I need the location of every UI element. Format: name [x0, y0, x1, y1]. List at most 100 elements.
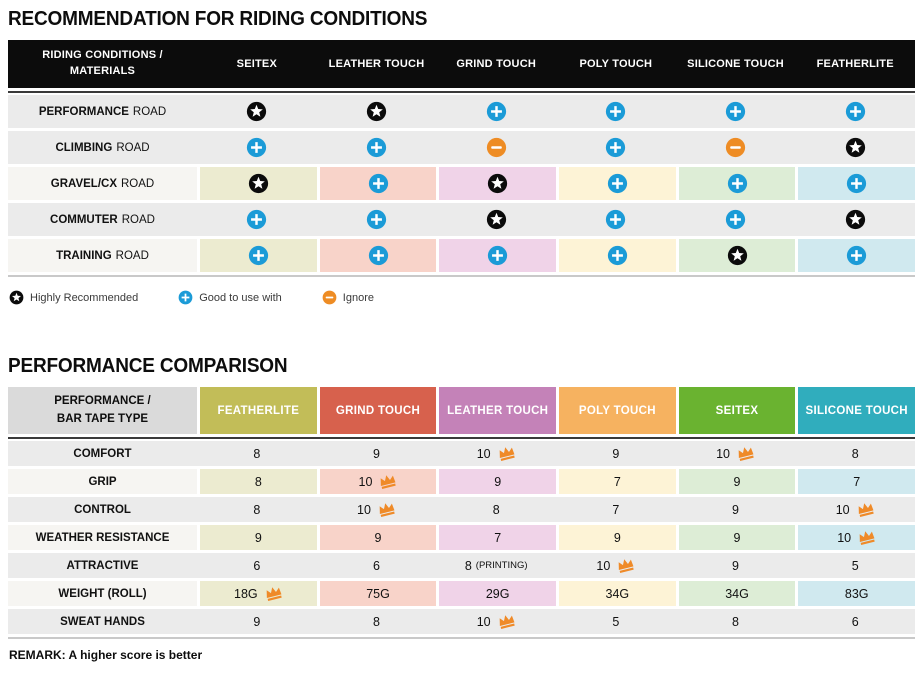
table-row-weather-resistance: WEATHER RESISTANCE 9 9 7 9 9 10	[8, 525, 916, 550]
row-label-bold: TRAINING	[56, 249, 112, 262]
minus-icon	[725, 137, 746, 158]
rating-cell	[436, 95, 556, 128]
score-value: 29G	[485, 586, 510, 601]
score-cell: 34G	[678, 581, 796, 606]
corner-header: PERFORMANCE / BAR TAPE TYPE	[8, 387, 197, 434]
plus-icon	[366, 209, 387, 230]
crown-best-marker	[856, 502, 875, 517]
row-label-bold: GRAVEL/CX	[50, 177, 117, 190]
score-value: 9	[612, 446, 620, 461]
plus-icon	[727, 173, 747, 194]
plus-icon	[606, 137, 626, 158]
table-row-control: CONTROL 8 10 8 7 9 10	[8, 497, 915, 522]
plus-icon	[725, 101, 746, 122]
row-label-rest: ROAD	[121, 177, 155, 190]
crown-best-marker	[616, 558, 635, 573]
plus-icon	[845, 101, 865, 122]
rating-cell	[319, 167, 437, 200]
crown-best-marker	[736, 446, 755, 461]
score-suffix: (PRINTING)	[475, 560, 528, 571]
score-value: 18G	[234, 586, 258, 601]
star-icon	[9, 290, 24, 305]
score-cell: 10	[436, 441, 556, 466]
score-cell: 34G	[559, 581, 676, 606]
score-value: 8	[464, 558, 472, 573]
table-row-commuter: COMMUTER ROAD	[8, 203, 915, 236]
performance-comparison-table: PERFORMANCE / BAR TAPE TYPE FEATHERLITE G…	[8, 387, 916, 639]
rating-cell	[436, 131, 556, 164]
plus-icon	[178, 290, 193, 305]
row-label-rest: ROAD	[121, 213, 155, 226]
rating-cell	[795, 95, 915, 128]
score-value: 9	[733, 530, 741, 545]
star-icon	[486, 209, 506, 230]
row-label-rest: ROAD	[132, 105, 167, 118]
rating-cell	[200, 239, 317, 272]
score-cell: 9	[676, 497, 796, 522]
crown-icon	[618, 559, 634, 573]
minus-icon	[322, 290, 337, 305]
score-value: 8	[373, 614, 380, 629]
rating-cell	[795, 203, 915, 236]
score-value: 9	[374, 530, 382, 545]
score-value: 8	[253, 502, 261, 517]
legend-item-highly-recommended: Highly Recommended	[9, 290, 138, 305]
legend-item-good-to-use-with: Good to use with	[178, 290, 282, 305]
rating-cell	[556, 95, 676, 128]
score-cell: 9	[439, 469, 557, 494]
crown-best-marker	[497, 614, 516, 629]
score-value: 9	[613, 530, 621, 545]
rating-cell	[798, 239, 916, 272]
score-cell: 9	[317, 441, 437, 466]
rating-cell	[798, 167, 916, 200]
table-row-performance: PERFORMANCE ROAD	[8, 95, 915, 128]
score-cell: 9	[556, 441, 676, 466]
rating-cell	[439, 167, 557, 200]
score-value: 10	[716, 446, 730, 461]
star-icon	[727, 245, 747, 266]
score-value: 10	[476, 614, 491, 629]
rating-cell	[556, 131, 676, 164]
table-bottom-rule	[8, 637, 915, 639]
star-icon	[488, 173, 508, 194]
score-cell: 9	[319, 525, 437, 550]
performance-body: COMFORT 8 9 10 9 10 8 GRIP 8 10 9 7 9 7 CONTROL 8 10 8 7 9 1…	[8, 437, 916, 634]
riding-conditions-table: RIDING CONDITIONS / MATERIALS SEITEX LEAT…	[8, 40, 916, 277]
row-label-bold: COMMUTER	[50, 213, 118, 226]
rating-cell	[795, 131, 915, 164]
row-label: WEIGHT (ROLL)	[8, 581, 197, 606]
crown-best-marker	[857, 530, 876, 545]
legend-label: Good to use with	[199, 291, 282, 304]
column-header-seitex: SEITEX	[236, 58, 277, 70]
score-value: 9	[254, 530, 262, 545]
score-value: 5	[851, 558, 859, 573]
column-header-silicone-touch: SILICONE TOUCH	[687, 58, 784, 70]
row-label: CLIMBING ROAD	[8, 131, 197, 164]
table-row-attractive: ATTRACTIVE 6 6 8 (PRINTING) 10 9 5	[8, 553, 915, 578]
crown-icon	[499, 615, 515, 629]
score-value: 10	[835, 502, 850, 517]
column-header-leather-touch: LEATHER TOUCH	[328, 58, 425, 70]
row-label-rest: ROAD	[115, 249, 149, 262]
score-cell: 18G	[200, 581, 317, 606]
score-cell: 9	[678, 469, 796, 494]
rating-cell	[676, 203, 796, 236]
rating-cell	[200, 167, 317, 200]
table-row-weight-roll: WEIGHT (ROLL) 18G 75G 29G 34G 34G 83G	[8, 581, 916, 606]
score-cell: 5	[795, 553, 915, 578]
score-value: 7	[853, 474, 861, 489]
table-row-comfort: COMFORT 8 9 10 9 10 8	[8, 441, 915, 466]
score-cell: 8	[197, 497, 317, 522]
score-cell: 8	[676, 609, 796, 634]
star-icon	[845, 137, 865, 158]
table-row-sweat-hands: SWEAT HANDS 9 8 10 5 8 6	[8, 609, 915, 634]
table-row-grip: GRIP 8 10 9 7 9 7	[8, 469, 916, 494]
score-value: 75G	[366, 586, 390, 601]
score-cell: 8 (PRINTING)	[436, 553, 556, 578]
rating-cell	[436, 203, 556, 236]
plus-icon	[488, 245, 508, 266]
corner-header: RIDING CONDITIONS / MATERIALS	[42, 49, 163, 77]
plus-icon	[847, 173, 867, 194]
score-cell: 9	[197, 609, 317, 634]
crown-icon	[499, 447, 515, 461]
